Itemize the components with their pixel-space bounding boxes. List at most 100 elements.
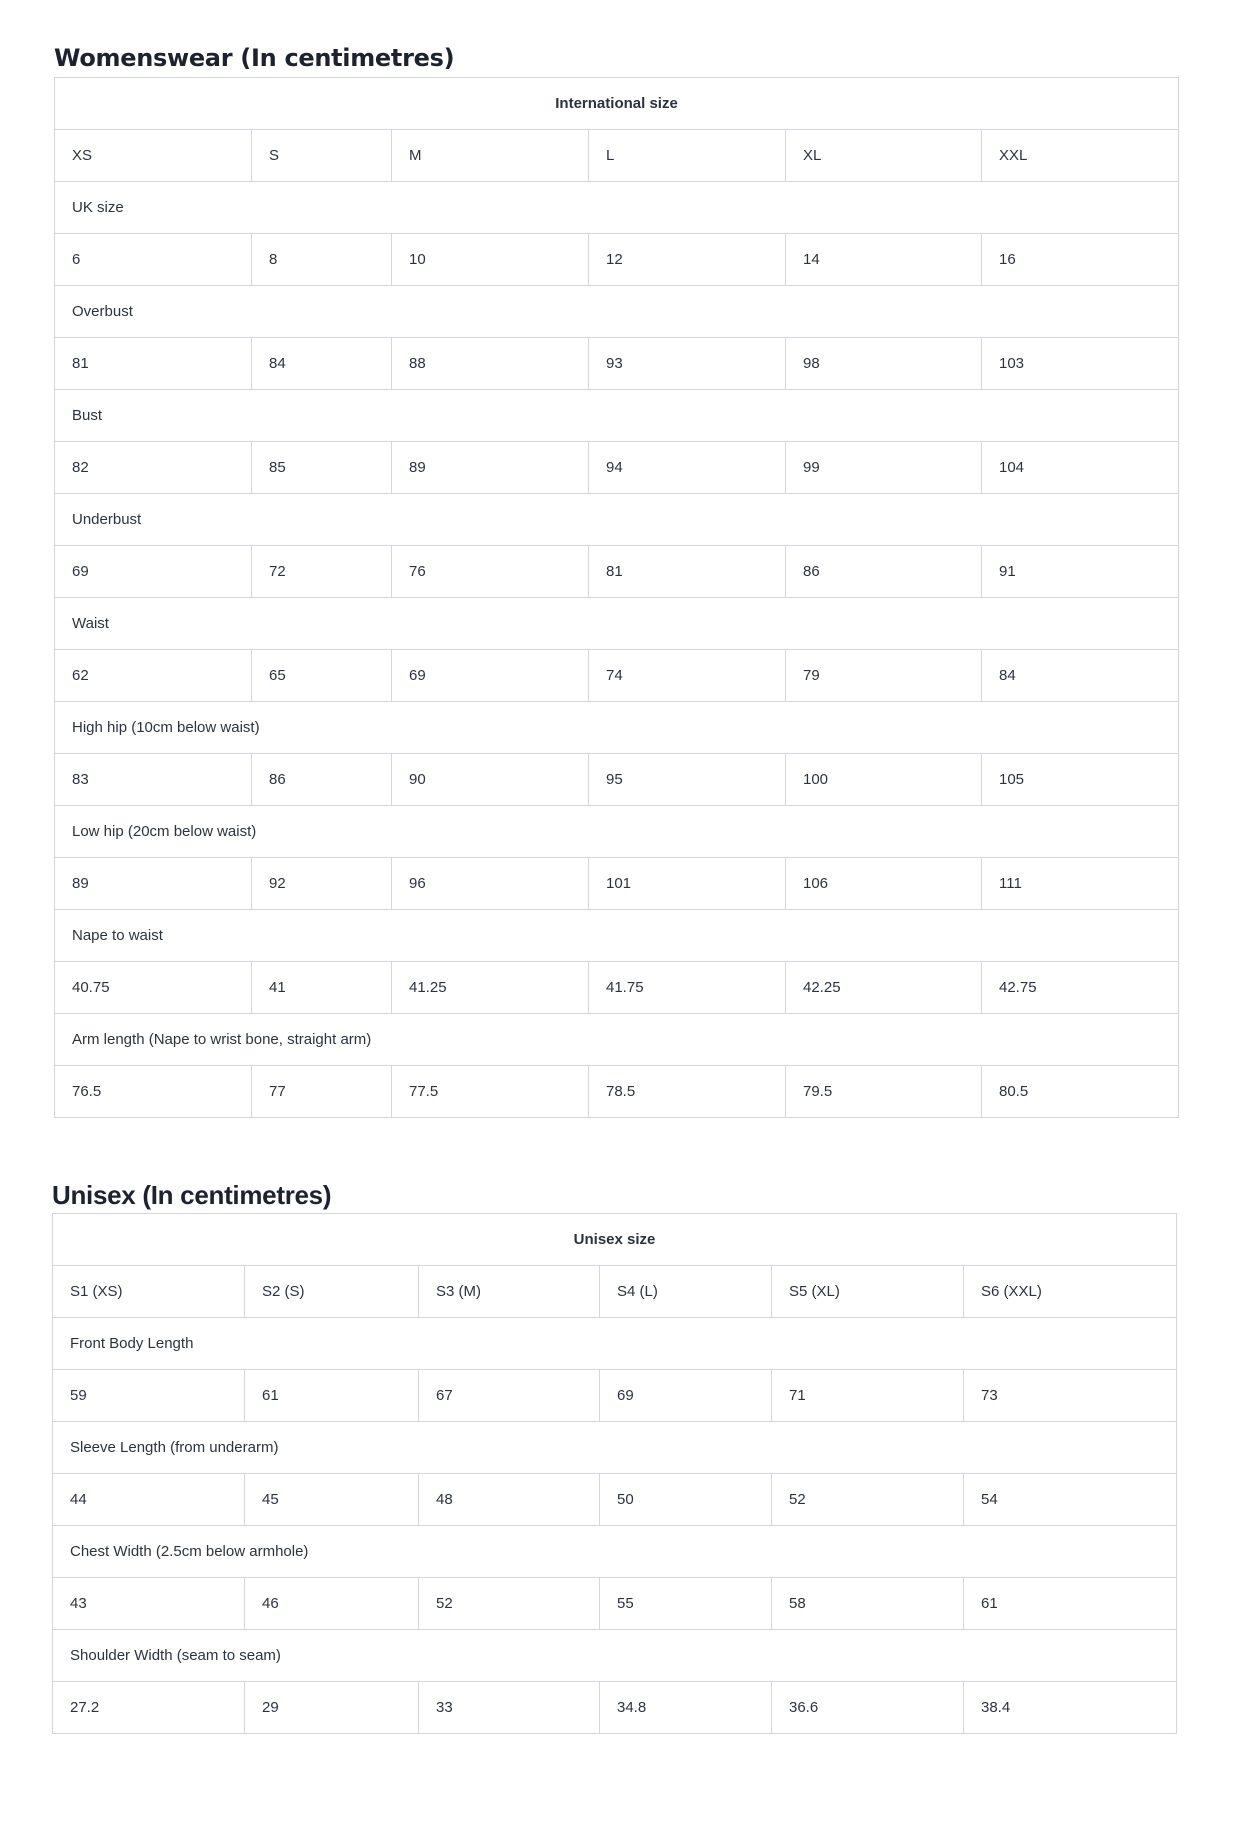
measurement-value: 67 (418, 1369, 600, 1422)
measurement-value: 89 (54, 857, 252, 910)
unisex-size-table: Unisex size S1 (XS) S2 (S) S3 (M) S4 (L) S5 (… (51, 1213, 1178, 1734)
measurement-value: 29 (244, 1681, 419, 1734)
measurement-label: Front Body Length (51, 1317, 1178, 1370)
measurement-value: 104 (980, 441, 1180, 494)
measurement-value: 76 (391, 545, 589, 598)
size-cell: S3 (M) (418, 1265, 600, 1318)
measurement-value: 106 (785, 857, 982, 910)
measurement-value: 95 (588, 753, 786, 806)
measurement-value: 74 (588, 649, 786, 702)
measurement-value: 52 (418, 1577, 600, 1630)
size-cell: S6 (XXL) (962, 1265, 1178, 1318)
measurement-value: 38.4 (962, 1681, 1178, 1734)
measurement-value: 72 (251, 545, 392, 598)
size-cell: XXL (980, 129, 1180, 182)
measurement-values-row: 40.75 41 41.25 41.75 42.25 42.75 (54, 961, 1180, 1014)
measurement-label: Shoulder Width (seam to seam) (51, 1629, 1178, 1682)
measurement-value: 84 (980, 649, 1180, 702)
sizes-row: XS S M L XL XXL (54, 129, 1180, 182)
measurement-value: 8 (251, 233, 392, 286)
measurement-value: 12 (588, 233, 786, 286)
measurement-value: 41 (251, 961, 392, 1014)
measurement-label: Sleeve Length (from underarm) (51, 1421, 1178, 1474)
size-cell: XS (54, 129, 252, 182)
measurement-value: 42.75 (980, 961, 1180, 1014)
measurement-value: 101 (588, 857, 786, 910)
measurement-value: 99 (785, 441, 982, 494)
measurement-value: 45 (244, 1473, 419, 1526)
measurement-label: Underbust (53, 493, 1180, 546)
measurement-value: 86 (785, 545, 982, 598)
measurement-value: 69 (599, 1369, 772, 1422)
measurement-value: 65 (251, 649, 392, 702)
measurement-value: 90 (391, 753, 589, 806)
measurement-value: 61 (244, 1369, 419, 1422)
measurement-label-row: Front Body Length (51, 1317, 1178, 1370)
measurement-label: UK size (53, 181, 1180, 234)
measurement-value: 77.5 (391, 1065, 589, 1118)
unisex-title: Unisex (In centimetres) (52, 1180, 332, 1210)
measurement-value: 105 (980, 753, 1180, 806)
measurement-value: 71 (771, 1369, 964, 1422)
table-header: Unisex size (51, 1213, 1178, 1266)
measurement-value: 33 (418, 1681, 600, 1734)
measurement-value: 6 (54, 233, 252, 286)
measurement-values-row: 81 84 88 93 98 103 (54, 337, 1180, 390)
measurement-value: 76.5 (54, 1065, 252, 1118)
measurement-value: 50 (599, 1473, 772, 1526)
measurement-label-row: Sleeve Length (from underarm) (51, 1421, 1178, 1474)
measurement-label-row: UK size (53, 181, 1180, 234)
measurement-value: 81 (54, 337, 252, 390)
size-cell: S2 (S) (244, 1265, 419, 1318)
table-header: International size (53, 77, 1180, 130)
measurement-value: 58 (771, 1577, 964, 1630)
measurement-value: 41.25 (391, 961, 589, 1014)
measurement-value: 98 (785, 337, 982, 390)
measurement-value: 93 (588, 337, 786, 390)
measurement-values-row: 83 86 90 95 100 105 (54, 753, 1180, 806)
measurement-value: 100 (785, 753, 982, 806)
size-cell: M (391, 129, 589, 182)
measurement-value: 48 (418, 1473, 600, 1526)
sizes-row: S1 (XS) S2 (S) S3 (M) S4 (L) S5 (XL) S6 (XXL) (52, 1265, 1178, 1318)
measurement-value: 27.2 (52, 1681, 245, 1734)
measurement-value: 55 (599, 1577, 772, 1630)
measurement-label: Chest Width (2.5cm below armhole) (51, 1525, 1178, 1578)
measurement-value: 80.5 (980, 1065, 1180, 1118)
measurement-label-row: Bust (53, 389, 1180, 442)
measurement-value: 69 (54, 545, 252, 598)
measurement-value: 34.8 (599, 1681, 772, 1734)
measurement-value: 69 (391, 649, 589, 702)
measurement-value: 82 (54, 441, 252, 494)
measurement-values-row: 6 8 10 12 14 16 (54, 233, 1180, 286)
measurement-label-row: Nape to waist (53, 909, 1180, 962)
measurement-value: 86 (251, 753, 392, 806)
size-cell: S5 (XL) (771, 1265, 964, 1318)
measurement-value: 36.6 (771, 1681, 964, 1734)
measurement-value: 73 (962, 1369, 1178, 1422)
measurement-value: 44 (52, 1473, 245, 1526)
measurement-values-row: 27.2 29 33 34.8 36.6 38.4 (52, 1681, 1178, 1734)
measurement-value: 40.75 (54, 961, 252, 1014)
measurement-value: 16 (980, 233, 1180, 286)
measurement-values-row: 43 46 52 55 58 61 (52, 1577, 1178, 1630)
measurement-value: 77 (251, 1065, 392, 1118)
measurement-value: 10 (391, 233, 589, 286)
measurement-value: 46 (244, 1577, 419, 1630)
measurement-value: 96 (391, 857, 589, 910)
measurement-value: 79.5 (785, 1065, 982, 1118)
measurement-value: 79 (785, 649, 982, 702)
measurement-value: 59 (52, 1369, 245, 1422)
measurement-label-row: High hip (10cm below waist) (53, 701, 1180, 754)
womenswear-title: Womenswear (In centimetres) (54, 44, 455, 72)
measurement-value: 91 (980, 545, 1180, 598)
measurement-value: 43 (52, 1577, 245, 1630)
measurement-value: 61 (962, 1577, 1178, 1630)
measurement-values-row: 59 61 67 69 71 73 (52, 1369, 1178, 1422)
size-cell: XL (785, 129, 982, 182)
measurement-label: Arm length (Nape to wrist bone, straight… (53, 1013, 1180, 1066)
measurement-label-row: Chest Width (2.5cm below armhole) (51, 1525, 1178, 1578)
measurement-values-row: 76.5 77 77.5 78.5 79.5 80.5 (54, 1065, 1180, 1118)
measurement-label: Overbust (53, 285, 1180, 338)
measurement-value: 88 (391, 337, 589, 390)
